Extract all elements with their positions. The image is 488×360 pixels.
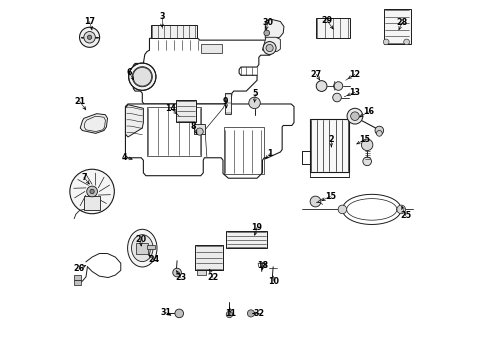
Bar xyxy=(224,127,263,174)
Circle shape xyxy=(316,81,326,91)
Text: 23: 23 xyxy=(175,273,186,282)
Text: 2: 2 xyxy=(328,135,333,144)
Text: 25: 25 xyxy=(400,211,410,220)
Circle shape xyxy=(172,268,181,277)
Ellipse shape xyxy=(131,235,153,262)
Text: 18: 18 xyxy=(257,261,268,270)
Text: 20: 20 xyxy=(135,235,146,244)
Circle shape xyxy=(383,39,388,45)
Text: 28: 28 xyxy=(396,18,407,27)
Text: 8: 8 xyxy=(190,122,196,131)
Bar xyxy=(83,196,100,211)
Text: 1: 1 xyxy=(267,149,272,158)
Circle shape xyxy=(83,32,95,43)
Circle shape xyxy=(265,44,273,51)
Circle shape xyxy=(247,310,254,317)
Bar xyxy=(194,124,204,134)
Circle shape xyxy=(263,41,276,54)
Polygon shape xyxy=(125,104,293,178)
Circle shape xyxy=(361,139,372,150)
Text: 11: 11 xyxy=(225,309,236,318)
Circle shape xyxy=(403,39,408,45)
Polygon shape xyxy=(262,37,280,51)
Text: 30: 30 xyxy=(262,18,273,27)
Text: 5: 5 xyxy=(252,89,258,98)
Circle shape xyxy=(248,97,260,109)
Polygon shape xyxy=(265,19,284,39)
Ellipse shape xyxy=(127,229,157,267)
Text: 17: 17 xyxy=(84,17,95,26)
Text: 19: 19 xyxy=(251,223,262,232)
Bar xyxy=(150,25,197,39)
Text: 7: 7 xyxy=(81,173,86,182)
Circle shape xyxy=(346,108,362,124)
Circle shape xyxy=(362,157,371,166)
Circle shape xyxy=(374,126,383,135)
Circle shape xyxy=(80,27,100,47)
Text: 24: 24 xyxy=(148,255,160,264)
Text: 13: 13 xyxy=(349,87,360,96)
Circle shape xyxy=(87,35,92,40)
Circle shape xyxy=(396,205,405,214)
Text: 12: 12 xyxy=(348,70,360,79)
Text: 15: 15 xyxy=(325,192,335,201)
Circle shape xyxy=(128,63,156,90)
Text: 3: 3 xyxy=(159,12,164,21)
Circle shape xyxy=(175,309,183,318)
Text: 29: 29 xyxy=(321,16,332,25)
Text: 32: 32 xyxy=(253,309,264,318)
Bar xyxy=(176,100,196,122)
Circle shape xyxy=(309,196,320,207)
Bar xyxy=(74,280,81,285)
Circle shape xyxy=(337,205,346,214)
Bar xyxy=(309,119,348,172)
Bar xyxy=(136,243,148,253)
Text: 6: 6 xyxy=(126,68,131,77)
Text: 4: 4 xyxy=(122,153,127,162)
Text: 27: 27 xyxy=(310,70,321,79)
Circle shape xyxy=(133,67,151,86)
Circle shape xyxy=(86,186,97,197)
Bar xyxy=(147,244,155,249)
Bar xyxy=(201,44,222,53)
Circle shape xyxy=(333,82,342,90)
Text: 15: 15 xyxy=(358,135,369,144)
Bar xyxy=(383,9,410,44)
Bar xyxy=(224,93,231,114)
Polygon shape xyxy=(125,105,143,137)
Bar xyxy=(147,107,201,156)
Text: 14: 14 xyxy=(165,104,176,113)
Text: 26: 26 xyxy=(73,265,84,274)
Circle shape xyxy=(264,30,269,36)
Text: 9: 9 xyxy=(223,96,228,105)
Text: 31: 31 xyxy=(161,308,171,317)
Circle shape xyxy=(226,311,232,318)
Circle shape xyxy=(70,169,114,214)
Polygon shape xyxy=(80,114,107,134)
Text: 16: 16 xyxy=(362,107,373,116)
Text: 21: 21 xyxy=(74,96,85,105)
Bar xyxy=(315,18,349,39)
Bar xyxy=(197,270,206,275)
Circle shape xyxy=(376,131,382,136)
Bar xyxy=(195,244,223,270)
Circle shape xyxy=(90,189,94,194)
Circle shape xyxy=(350,112,359,121)
Bar xyxy=(225,231,266,248)
Circle shape xyxy=(196,128,203,135)
Circle shape xyxy=(332,93,341,102)
Bar xyxy=(74,275,81,280)
Text: 10: 10 xyxy=(268,276,279,285)
Text: 22: 22 xyxy=(207,273,218,282)
Polygon shape xyxy=(133,39,272,104)
